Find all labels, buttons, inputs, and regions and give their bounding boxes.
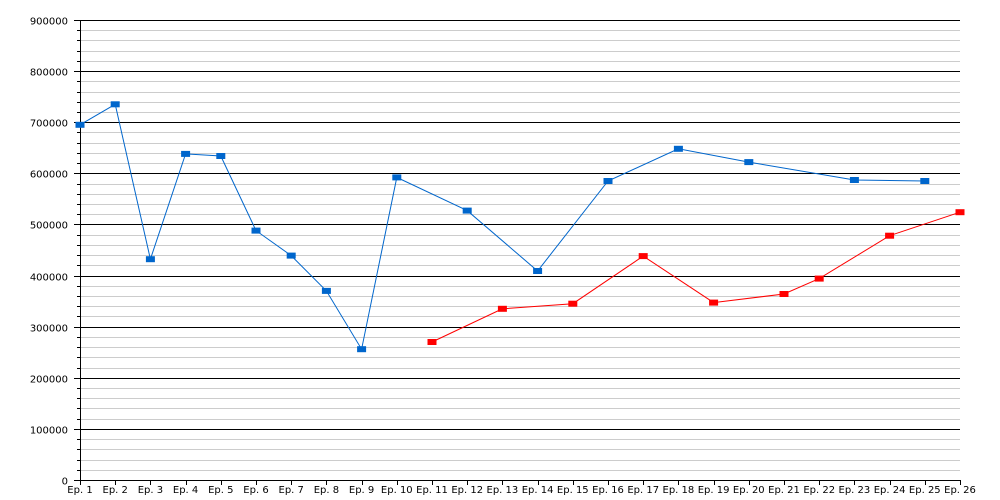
minor-gridlines — [80, 30, 960, 471]
x-tick-label: Ep. 21 — [768, 485, 800, 496]
series-1-point — [251, 227, 261, 234]
x-tick-label: Ep. 12 — [451, 485, 483, 496]
series-2-point — [814, 275, 824, 282]
x-tick-label: Ep. 5 — [208, 485, 233, 496]
x-tick-label: Ep. 11 — [416, 485, 448, 496]
series-1-line — [79, 103, 925, 351]
series-1-point — [110, 101, 120, 108]
x-tick-label: Ep. 26 — [944, 485, 976, 496]
x-tick-label: Ep. 17 — [627, 485, 659, 496]
series-1-point — [216, 153, 226, 159]
y-tick-label: 100000 — [30, 426, 68, 437]
x-tick-label: Ep. 2 — [103, 485, 128, 496]
x-tick-label: Ep. 1 — [67, 485, 92, 496]
x-tick-label: Ep. 9 — [349, 485, 374, 496]
series-2-point — [779, 291, 789, 297]
y-tick-label: 600000 — [30, 170, 68, 181]
x-tick-label: Ep. 8 — [314, 485, 339, 496]
x-tick-label: Ep. 24 — [874, 485, 906, 496]
x-tick-label: Ep. 19 — [698, 485, 730, 496]
y-tick-label: 800000 — [30, 68, 68, 79]
x-tick-label: Ep. 15 — [557, 485, 589, 496]
series-1-point — [462, 207, 472, 214]
series-1-point — [849, 177, 859, 183]
y-tick-label: 500000 — [30, 221, 68, 232]
y-tick-label: 900000 — [30, 17, 68, 28]
x-tick-label: Ep. 3 — [138, 485, 163, 496]
y-axis-ticks: 0 100000 200000 300000 400000 500000 600000 700… — [30, 17, 80, 488]
series-1-point — [181, 150, 191, 157]
series-1-point — [673, 145, 683, 152]
series-1-point — [392, 174, 402, 181]
x-tick-label: Ep. 25 — [909, 485, 941, 496]
series-2-point — [497, 305, 507, 312]
x-tick-label: Ep. 22 — [803, 485, 835, 496]
series-2-line — [431, 211, 961, 343]
series-1-point — [75, 121, 85, 128]
x-tick-label: Ep. 6 — [243, 485, 268, 496]
y-tick-label: 300000 — [30, 324, 68, 335]
x-tick-label: Ep. 10 — [381, 485, 413, 496]
series-1-point — [286, 252, 296, 259]
x-tick-label: Ep. 16 — [592, 485, 624, 496]
x-tick-label: Ep. 4 — [173, 485, 198, 496]
x-tick-label: Ep. 13 — [487, 485, 519, 496]
series-1-point — [920, 178, 930, 184]
major-gridlines — [80, 20, 960, 430]
y-tick-label: 400000 — [30, 273, 68, 284]
y-tick-label: 200000 — [30, 375, 68, 386]
series-1-point — [357, 346, 367, 353]
series-2-point — [568, 300, 578, 307]
series-2-point — [427, 339, 437, 345]
x-tick-label: Ep. 23 — [839, 485, 871, 496]
series-1-point — [321, 287, 331, 294]
series-1-point — [533, 268, 543, 274]
x-axis-ticks: Ep. 1 Ep. 2 Ep. 3 Ep. 4 Ep. 5 Ep. 6 Ep. 7 Ep. 8… — [67, 480, 976, 496]
y-tick-label: 700000 — [30, 119, 68, 130]
x-tick-label: Ep. 20 — [733, 485, 765, 496]
x-tick-label: Ep. 7 — [279, 485, 304, 496]
x-tick-label: Ep. 18 — [663, 485, 695, 496]
series-2-point — [955, 209, 965, 216]
series-2-point — [885, 232, 895, 239]
series-1-point — [603, 178, 613, 184]
series-2-point — [638, 253, 648, 260]
series-1-point — [744, 159, 754, 166]
y-tick-label: 0 — [62, 477, 68, 488]
series-1-point — [145, 256, 155, 263]
series-layer — [75, 101, 965, 353]
x-tick-label: Ep. 14 — [522, 485, 554, 496]
series-2-point — [709, 299, 719, 306]
